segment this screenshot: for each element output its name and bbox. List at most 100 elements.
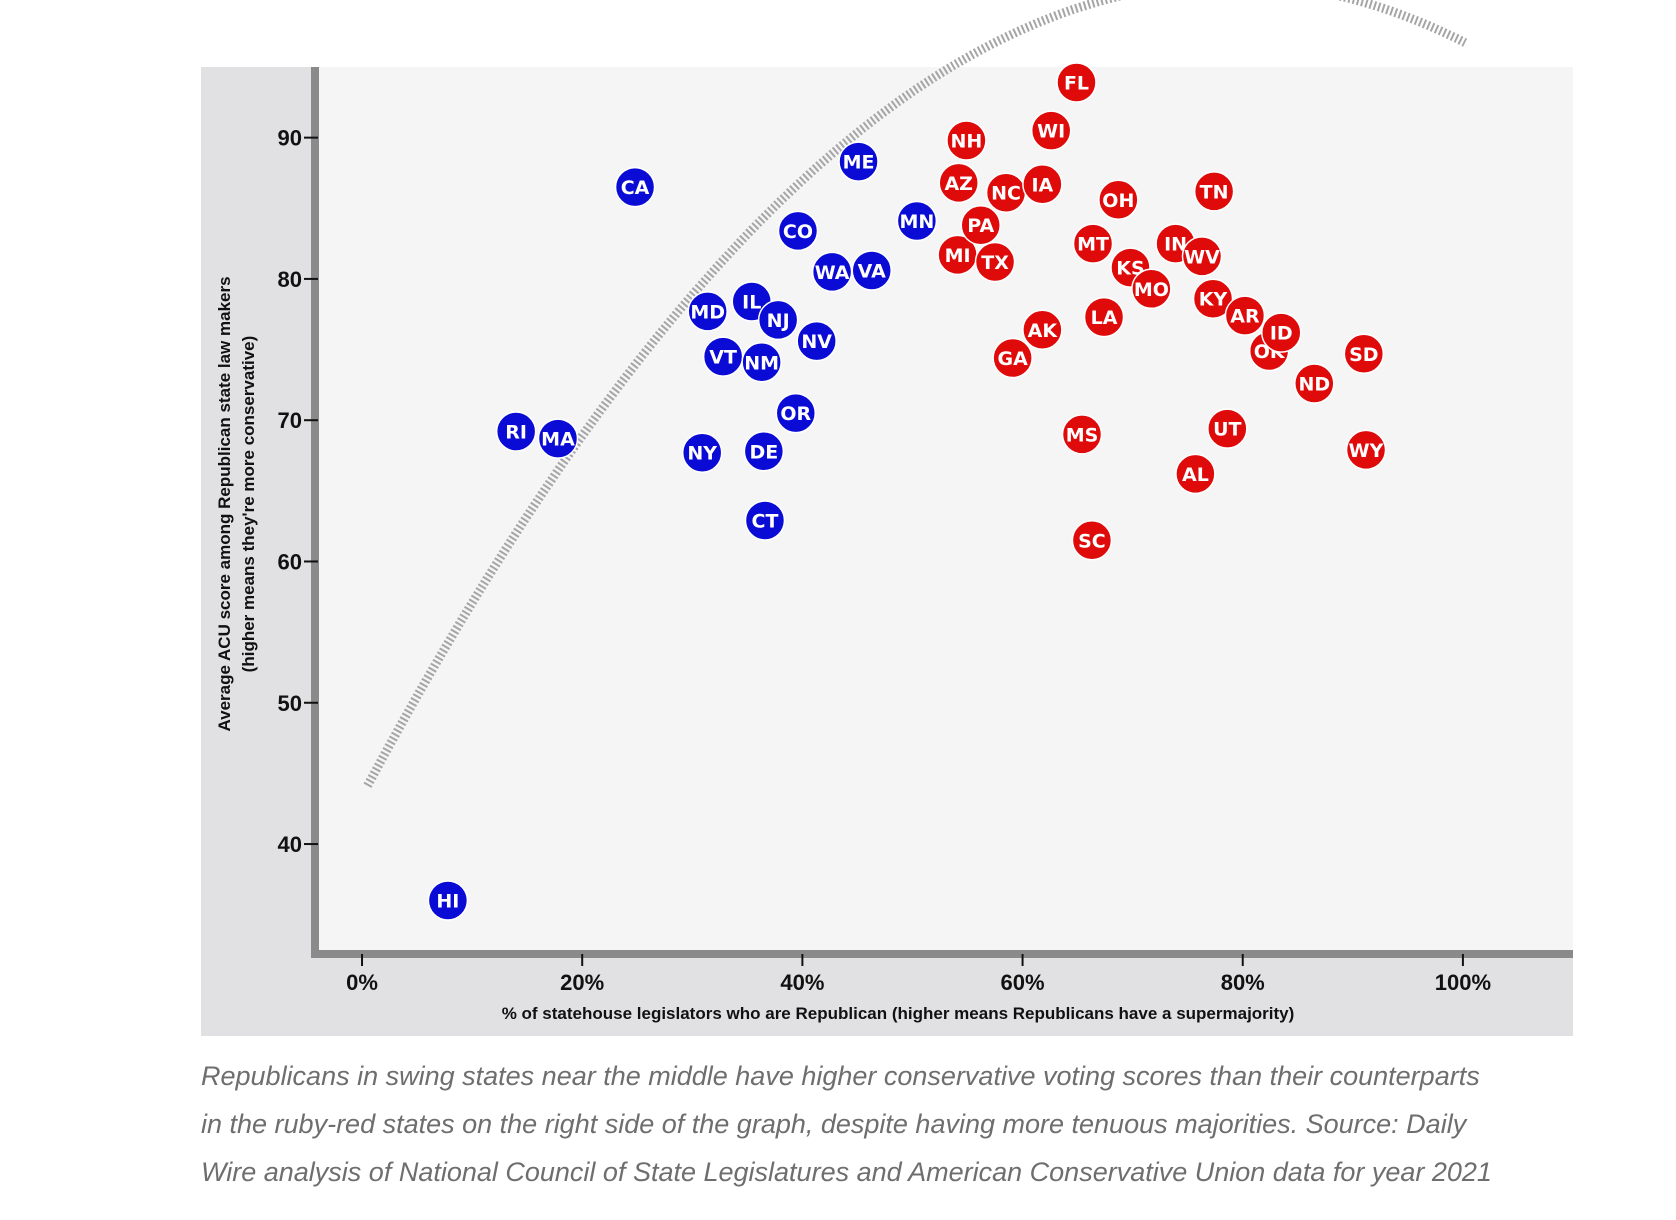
state-label: MN (899, 211, 934, 233)
state-marker (1193, 171, 1235, 212)
state-label: UT (1213, 419, 1241, 441)
state-marker (974, 241, 1016, 283)
y-tick-label: 90 (278, 126, 302, 151)
state-label: NY (687, 443, 717, 465)
state-label: WI (1037, 121, 1065, 143)
x-tick-label: 100% (1435, 970, 1491, 995)
state-label: WY (1349, 440, 1384, 462)
state-label: HI (436, 891, 459, 913)
trend-curve-layer (363, 0, 1468, 788)
state-label: PA (967, 215, 994, 237)
state-marker (1261, 312, 1302, 353)
x-tick-label: 60% (1001, 970, 1045, 995)
x-tick-label: 80% (1221, 970, 1265, 995)
state-label: DE (749, 441, 778, 463)
plot-area (318, 67, 1573, 950)
state-marker (1083, 296, 1125, 338)
state-point-pa: PA (960, 204, 1001, 246)
state-label: NM (744, 352, 779, 374)
state-point-nv: NV (796, 320, 837, 362)
state-label: MS (1066, 424, 1099, 446)
state-point-nj: NJ (757, 299, 799, 341)
state-marker (838, 141, 879, 182)
state-label: NJ (767, 310, 790, 332)
state-point-mi: MI (937, 234, 978, 276)
state-marker (851, 250, 892, 291)
state-label: IA (1031, 174, 1053, 196)
state-point-md: MD (687, 291, 728, 332)
state-label: GA (997, 348, 1028, 370)
state-point-va: VA (851, 250, 892, 291)
state-marker (1098, 179, 1139, 221)
state-point-id: ID (1261, 312, 1302, 353)
state-marker (796, 320, 837, 362)
state-marker (896, 200, 938, 242)
y-axis-title-line2: (higher means they're more conservative) (239, 336, 258, 673)
state-marker (744, 500, 786, 541)
state-marker (946, 120, 987, 161)
state-point-sd: SD (1343, 333, 1385, 375)
state-marker (1131, 268, 1172, 310)
x-tick-label: 40% (780, 970, 824, 995)
state-marker (1343, 333, 1385, 375)
state-point-ny: NY (681, 432, 723, 473)
state-marker (1192, 278, 1234, 319)
state-label: CA (621, 177, 650, 199)
state-label: VT (709, 347, 737, 369)
scatter-chart: 0% 20% 40% 60% 80% 100% 40 50 60 70 80 90 HI RI MA CA… (201, 0, 1573, 1036)
state-point-vt: VT (702, 336, 744, 377)
state-point-ky: KY (1192, 278, 1234, 319)
state-label: WV (1184, 246, 1220, 268)
state-label: KY (1199, 289, 1228, 311)
state-marker (1071, 520, 1113, 561)
state-marker (1061, 414, 1103, 455)
state-label: ID (1270, 323, 1293, 345)
state-label: LA (1091, 307, 1118, 329)
state-point-ma: MA (537, 418, 579, 459)
state-label: OH (1102, 190, 1134, 212)
figure-caption: Republicans in swing states near the mid… (201, 1061, 1492, 1187)
state-marker (1207, 408, 1248, 449)
state-marker (1022, 164, 1063, 205)
state-marker (614, 166, 656, 208)
state-point-ak: AK (1022, 309, 1063, 351)
state-point-wi: WI (1030, 110, 1072, 151)
state-point-nd: ND (1294, 363, 1335, 404)
state-label: MI (945, 245, 971, 267)
state-label: OR (780, 403, 811, 425)
state-point-ga: GA (992, 337, 1033, 379)
state-label: AZ (944, 173, 972, 195)
state-marker (1181, 236, 1223, 277)
state-marker (1022, 309, 1063, 351)
state-point-az: AZ (938, 162, 979, 204)
state-label: IL (742, 292, 761, 314)
state-marker (960, 204, 1001, 246)
state-label: MD (690, 301, 725, 323)
state-label: SD (1349, 344, 1378, 366)
state-marker (741, 342, 782, 383)
state-point-mn: MN (896, 200, 938, 242)
state-label: CT (752, 511, 779, 533)
y-tick-label: 60 (278, 549, 302, 574)
y-tick-label: 80 (278, 267, 302, 292)
state-marker (757, 299, 799, 341)
state-label: CO (783, 221, 813, 243)
x-axis-title: % of statehouse legislators who are Repu… (502, 1004, 1295, 1023)
state-point-fl: FL (1056, 62, 1097, 103)
state-marker (1345, 429, 1387, 471)
state-marker (427, 880, 469, 921)
state-point-la: LA (1083, 296, 1125, 338)
state-label: TN (1200, 181, 1229, 203)
state-point-nh: NH (946, 120, 987, 161)
state-marker (537, 418, 579, 459)
state-point-or: OR (775, 392, 817, 434)
state-marker (687, 291, 728, 332)
state-point-nc: NC (985, 172, 1027, 213)
state-point-mo: MO (1131, 268, 1172, 310)
state-label: FL (1064, 73, 1089, 95)
state-point-ar: AR (1224, 295, 1266, 336)
state-marker (495, 411, 537, 452)
state-marker (1175, 453, 1216, 495)
state-point-ms: MS (1061, 414, 1103, 455)
state-point-tx: TX (974, 241, 1016, 283)
